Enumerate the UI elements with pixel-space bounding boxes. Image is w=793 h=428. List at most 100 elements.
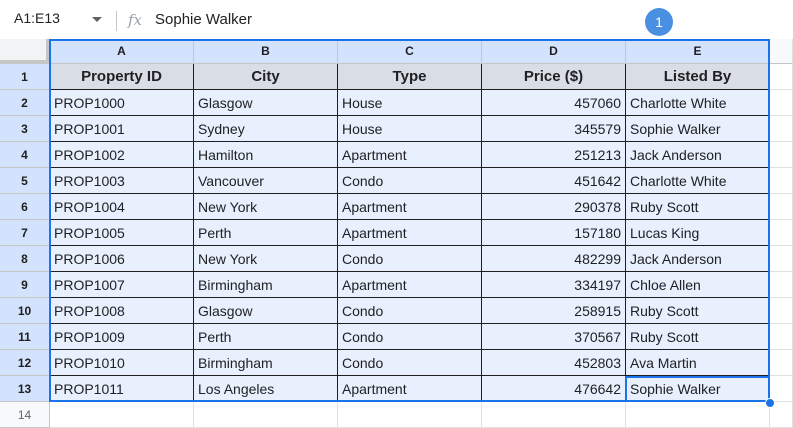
row-header-14[interactable]: 14 (0, 402, 50, 428)
empty-cell[interactable] (770, 220, 793, 246)
table-cell[interactable]: PROP1008 (50, 298, 194, 324)
table-header-cell[interactable]: Type (338, 64, 482, 90)
empty-cell[interactable] (770, 272, 793, 298)
column-header-b[interactable]: B (194, 39, 338, 64)
row-header-11[interactable]: 11 (0, 324, 50, 350)
table-cell[interactable]: 290378 (482, 194, 626, 220)
table-cell[interactable]: Ruby Scott (626, 298, 770, 324)
empty-cell[interactable] (194, 402, 338, 428)
table-cell[interactable]: 452803 (482, 350, 626, 376)
empty-cell[interactable] (770, 168, 793, 194)
row-header-9[interactable]: 9 (0, 272, 50, 298)
table-cell[interactable]: Condo (338, 324, 482, 350)
table-cell[interactable]: Lucas King (626, 220, 770, 246)
table-cell[interactable]: 251213 (482, 142, 626, 168)
table-cell[interactable]: Jack Anderson (626, 142, 770, 168)
table-cell[interactable]: PROP1011 (50, 376, 194, 402)
table-cell[interactable]: Charlotte White (626, 90, 770, 116)
table-header-cell[interactable]: Listed By (626, 64, 770, 90)
empty-cell[interactable] (50, 402, 194, 428)
empty-cell[interactable] (626, 402, 770, 428)
empty-cell[interactable] (770, 350, 793, 376)
table-cell[interactable]: Glasgow (194, 90, 338, 116)
table-header-cell[interactable]: Price ($) (482, 64, 626, 90)
row-header-8[interactable]: 8 (0, 246, 50, 272)
table-cell[interactable]: Sophie Walker (626, 376, 770, 402)
table-cell[interactable]: PROP1000 (50, 90, 194, 116)
table-cell[interactable]: Condo (338, 246, 482, 272)
empty-cell[interactable] (770, 142, 793, 168)
table-cell[interactable]: Ruby Scott (626, 324, 770, 350)
row-header-10[interactable]: 10 (0, 298, 50, 324)
table-cell[interactable]: Glasgow (194, 298, 338, 324)
table-cell[interactable]: PROP1005 (50, 220, 194, 246)
row-header-3[interactable]: 3 (0, 116, 50, 142)
table-cell[interactable]: 345579 (482, 116, 626, 142)
table-cell[interactable]: Condo (338, 168, 482, 194)
table-cell[interactable]: Sophie Walker (626, 116, 770, 142)
row-header-1[interactable]: 1 (0, 64, 50, 90)
empty-cell[interactable] (770, 376, 793, 402)
row-header-5[interactable]: 5 (0, 168, 50, 194)
table-cell[interactable]: PROP1007 (50, 272, 194, 298)
table-cell[interactable]: Hamilton (194, 142, 338, 168)
table-cell[interactable]: PROP1010 (50, 350, 194, 376)
table-cell[interactable]: Birmingham (194, 272, 338, 298)
row-header-6[interactable]: 6 (0, 194, 50, 220)
table-cell[interactable]: Perth (194, 324, 338, 350)
fill-handle[interactable] (765, 398, 775, 408)
table-header-cell[interactable]: Property ID (50, 64, 194, 90)
table-cell[interactable]: 258915 (482, 298, 626, 324)
table-cell[interactable]: Chloe Allen (626, 272, 770, 298)
table-cell[interactable]: Apartment (338, 272, 482, 298)
table-cell[interactable]: Apartment (338, 142, 482, 168)
row-header-4[interactable]: 4 (0, 142, 50, 168)
table-cell[interactable]: Birmingham (194, 350, 338, 376)
name-box[interactable]: A1:E13 (14, 10, 60, 26)
table-cell[interactable]: Perth (194, 220, 338, 246)
table-cell[interactable]: Condo (338, 350, 482, 376)
row-header-7[interactable]: 7 (0, 220, 50, 246)
table-cell[interactable]: Apartment (338, 220, 482, 246)
table-cell[interactable]: 482299 (482, 246, 626, 272)
table-cell[interactable]: 457060 (482, 90, 626, 116)
column-header-a[interactable]: A (50, 39, 194, 64)
table-cell[interactable]: Ava Martin (626, 350, 770, 376)
empty-cell[interactable] (770, 298, 793, 324)
table-cell[interactable]: Jack Anderson (626, 246, 770, 272)
empty-cell[interactable] (770, 194, 793, 220)
column-header-e[interactable]: E (626, 39, 770, 64)
row-header-12[interactable]: 12 (0, 350, 50, 376)
chevron-down-icon[interactable] (92, 17, 102, 22)
table-cell[interactable]: 370567 (482, 324, 626, 350)
table-cell[interactable]: 334197 (482, 272, 626, 298)
table-cell[interactable]: Apartment (338, 194, 482, 220)
table-cell[interactable]: New York (194, 246, 338, 272)
table-cell[interactable]: 451642 (482, 168, 626, 194)
column-header-c[interactable]: C (338, 39, 482, 64)
table-cell[interactable]: PROP1006 (50, 246, 194, 272)
empty-cell[interactable] (770, 90, 793, 116)
table-header-cell[interactable]: City (194, 64, 338, 90)
empty-cell[interactable] (482, 402, 626, 428)
table-cell[interactable]: PROP1004 (50, 194, 194, 220)
row-header-2[interactable]: 2 (0, 90, 50, 116)
table-cell[interactable]: PROP1001 (50, 116, 194, 142)
empty-cell[interactable] (338, 402, 482, 428)
table-cell[interactable]: Sydney (194, 116, 338, 142)
table-cell[interactable]: Ruby Scott (626, 194, 770, 220)
row-header-13[interactable]: 13 (0, 376, 50, 402)
select-all-corner[interactable] (0, 39, 50, 64)
table-cell[interactable]: 157180 (482, 220, 626, 246)
empty-cell[interactable] (770, 64, 793, 90)
formula-input[interactable]: Sophie Walker (155, 11, 252, 28)
table-cell[interactable]: Los Angeles (194, 376, 338, 402)
table-cell[interactable]: Condo (338, 298, 482, 324)
table-cell[interactable]: 476642 (482, 376, 626, 402)
empty-cell[interactable] (770, 116, 793, 142)
table-cell[interactable]: PROP1002 (50, 142, 194, 168)
table-cell[interactable]: New York (194, 194, 338, 220)
table-cell[interactable]: PROP1009 (50, 324, 194, 350)
table-cell[interactable]: PROP1003 (50, 168, 194, 194)
table-cell[interactable]: House (338, 116, 482, 142)
